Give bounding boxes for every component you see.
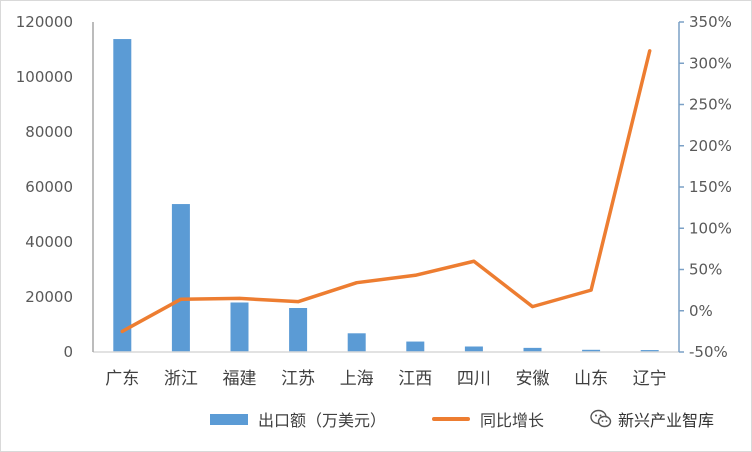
bar-江西 — [406, 341, 425, 352]
category-label: 江苏 — [281, 369, 315, 389]
bar-江苏 — [289, 308, 308, 352]
legend-item-bar: 出口额（万美元） — [210, 404, 386, 434]
right-axis-ticks: -50% 0% 50% 100% 150% 200% 250% 300% 350% — [679, 13, 732, 361]
growth-point-浙江 — [179, 297, 183, 301]
line-series — [120, 49, 652, 334]
growth-point-四川 — [472, 259, 476, 263]
right-tick-label: 50% — [689, 261, 722, 279]
category-label: 山东 — [574, 369, 608, 389]
bar-上海 — [347, 333, 366, 352]
category-label: 四川 — [457, 369, 491, 389]
bar-福建 — [230, 302, 249, 352]
wechat-icon — [590, 409, 612, 428]
growth-point-上海 — [355, 281, 359, 285]
left-tick-label: 40000 — [25, 233, 73, 251]
legend-item-line: 同比增长 — [432, 404, 544, 434]
left-tick-label: 0 — [63, 343, 73, 361]
right-tick-label: 250% — [689, 96, 732, 114]
right-tick-label: 350% — [689, 13, 732, 31]
right-tick-label: 100% — [689, 219, 732, 237]
left-tick-label: 120000 — [16, 13, 73, 31]
right-tick-label: 150% — [689, 178, 732, 196]
growth-point-辽宁 — [648, 49, 652, 53]
left-tick-label: 20000 — [25, 288, 73, 306]
left-tick-label: 80000 — [25, 123, 73, 141]
right-tick-label: 200% — [689, 137, 732, 155]
growth-line — [120, 49, 652, 334]
left-tick-label: 60000 — [25, 178, 73, 196]
legend: 出口额（万美元） 同比增长 — [0, 404, 752, 434]
category-label: 辽宁 — [633, 369, 667, 389]
legend-line-swatch — [432, 417, 470, 421]
watermark-text: 新兴产业智库 — [618, 411, 715, 430]
growth-point-江苏 — [296, 300, 300, 304]
right-tick-label: 300% — [689, 54, 732, 72]
legend-bar-label: 出口额（万美元） — [258, 411, 387, 430]
bar-浙江 — [171, 204, 190, 352]
bar-山东 — [582, 349, 601, 352]
category-labels: 广东 浙江 福建 江苏 上海 江西 四川 安徽 山东 辽宁 — [105, 369, 666, 389]
combo-chart: 0 20000 40000 60000 80000 100000 120000 -50% 0%… — [16, 13, 732, 389]
growth-point-安徽 — [531, 305, 534, 309]
right-tick-label: -50% — [689, 343, 728, 361]
category-label: 江西 — [398, 369, 432, 389]
watermark: 新兴产业智库 — [590, 404, 714, 434]
bar-series — [113, 39, 659, 353]
bar-安徽 — [523, 347, 542, 352]
bar-广东 — [113, 39, 132, 353]
legend-bar-swatch — [210, 413, 248, 425]
bar-四川 — [464, 346, 483, 352]
growth-point-福建 — [238, 296, 241, 300]
category-label: 浙江 — [164, 369, 198, 389]
right-tick-label: 0% — [689, 302, 713, 320]
bar-辽宁 — [640, 350, 659, 352]
category-label: 安徽 — [516, 369, 550, 389]
category-label: 福建 — [223, 369, 257, 389]
growth-point-广东 — [120, 329, 124, 333]
legend-line-label: 同比增长 — [480, 411, 545, 430]
left-tick-label: 100000 — [16, 68, 73, 86]
category-label: 广东 — [105, 369, 139, 389]
growth-point-山东 — [589, 288, 593, 292]
growth-point-江西 — [413, 273, 417, 277]
left-axis-ticks: 0 20000 40000 60000 80000 100000 120000 — [16, 13, 73, 361]
category-label: 上海 — [340, 369, 374, 389]
